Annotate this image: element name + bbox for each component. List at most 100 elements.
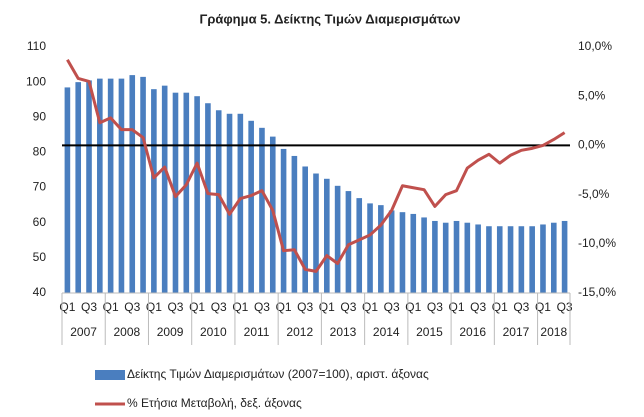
- legend-label: % Ετήσια Μεταβολή, δεξ. άξονας: [127, 396, 302, 410]
- y2-tick-label: 10,0%: [578, 39, 612, 53]
- bar: [280, 148, 287, 293]
- bar: [486, 226, 492, 293]
- bar: [302, 166, 308, 293]
- year-label: 2014: [373, 325, 400, 339]
- y-tick-label: 80: [33, 145, 47, 159]
- x-tick-label: Q1: [232, 300, 248, 314]
- x-tick-label: Q3: [81, 300, 97, 314]
- bar: [215, 110, 222, 293]
- bar: [378, 205, 384, 293]
- year-label: 2013: [330, 325, 357, 339]
- bar: [550, 222, 557, 293]
- x-tick-label: Q1: [59, 300, 75, 314]
- bar: [399, 212, 406, 293]
- bar: [345, 191, 352, 293]
- y-tick-label: 70: [33, 180, 47, 194]
- bar: [475, 224, 481, 293]
- bar: [64, 87, 71, 294]
- x-tick-label: Q1: [449, 300, 465, 314]
- legend-label: Δείκτης Τιμών Διαμερισμάτων (2007=100), …: [127, 367, 429, 381]
- year-label: 2017: [503, 325, 530, 339]
- bar: [161, 85, 168, 294]
- bar: [118, 78, 125, 293]
- bar: [237, 113, 244, 294]
- y2-tick-label: 0,0%: [578, 138, 606, 152]
- x-tick-label: Q3: [384, 300, 400, 314]
- bar: [432, 220, 438, 293]
- bar: [334, 185, 341, 293]
- x-tick-label: Q1: [492, 300, 508, 314]
- x-tick-label: Q3: [124, 300, 140, 314]
- bar: [367, 203, 373, 293]
- bar: [442, 222, 449, 293]
- x-tick-label: Q1: [405, 300, 421, 314]
- line: [66, 59, 566, 273]
- bar: [151, 89, 157, 294]
- bar: [356, 198, 363, 293]
- bar: [453, 220, 460, 293]
- chart-title: Γράφημα 5. Δείκτης Τιμών Διαμερισμάτων: [200, 11, 461, 26]
- x-tick-label: Q3: [470, 300, 486, 314]
- bar: [410, 213, 417, 293]
- bar: [388, 210, 395, 293]
- bar: [129, 75, 136, 293]
- y-tick-label: 100: [26, 74, 46, 88]
- bar: [140, 76, 146, 293]
- bar: [194, 96, 200, 293]
- y-tick-label: 110: [27, 39, 46, 53]
- x-tick-label: Q3: [254, 300, 270, 314]
- legend-swatch: [95, 370, 125, 380]
- y2-tick-label: -5,0%: [578, 187, 610, 201]
- bar: [496, 226, 503, 293]
- x-tick-label: Q3: [297, 300, 313, 314]
- x-tick-label: Q1: [362, 300, 378, 314]
- x-tick-label: Q3: [557, 300, 573, 314]
- year-label: 2011: [244, 325, 270, 339]
- bar: [324, 178, 330, 293]
- year-label: 2015: [416, 325, 443, 339]
- bar: [107, 78, 114, 293]
- y2-tick-label: -15,0%: [578, 285, 616, 299]
- year-label: 2007: [70, 325, 97, 339]
- year-label: 2010: [200, 325, 227, 339]
- y-tick-label: 90: [33, 109, 47, 123]
- bar: [421, 217, 427, 293]
- bar: [248, 120, 254, 293]
- bar: [518, 226, 525, 293]
- year-label: 2012: [286, 325, 313, 339]
- x-tick-label: Q1: [146, 300, 162, 314]
- bar: [226, 113, 233, 294]
- year-label: 2018: [540, 325, 567, 339]
- x-tick-label: Q1: [276, 300, 292, 314]
- y2-tick-label: -10,0%: [578, 236, 616, 250]
- x-tick-label: Q1: [319, 300, 335, 314]
- year-label: 2016: [459, 325, 486, 339]
- bar: [464, 222, 471, 293]
- x-tick-label: Q1: [103, 300, 119, 314]
- bar: [183, 92, 190, 293]
- bar: [205, 103, 211, 293]
- bar: [86, 80, 92, 293]
- bar: [97, 78, 103, 293]
- bar: [313, 173, 319, 293]
- bar: [540, 224, 546, 293]
- x-tick-label: Q3: [167, 300, 183, 314]
- bar: [259, 127, 265, 293]
- bar: [561, 220, 568, 293]
- y-tick-label: 40: [33, 285, 47, 299]
- year-label: 2008: [113, 325, 140, 339]
- y-tick-label: 60: [33, 215, 47, 229]
- x-tick-label: Q1: [535, 300, 551, 314]
- bar: [75, 82, 82, 294]
- x-tick-label: Q1: [189, 300, 205, 314]
- x-tick-label: Q3: [340, 300, 356, 314]
- year-label: 2009: [157, 325, 184, 339]
- y-tick-label: 50: [33, 250, 47, 264]
- x-tick-label: Q3: [211, 300, 227, 314]
- bar: [291, 155, 298, 293]
- x-tick-label: Q3: [427, 300, 443, 314]
- bar: [507, 226, 514, 293]
- x-tick-label: Q3: [513, 300, 529, 314]
- bar: [529, 226, 535, 293]
